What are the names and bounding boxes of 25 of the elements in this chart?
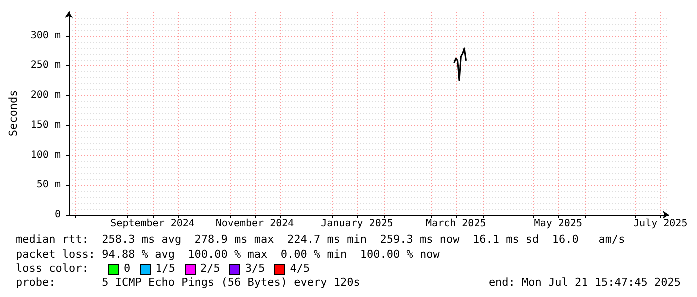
y-tick-label: 50 m [36,180,61,191]
x-tick-label: January 2025 [321,218,394,230]
y-axis-title: Seconds [7,90,20,137]
line-series [454,48,467,82]
y-tick-label: 100 m [30,150,61,161]
x-tick-label: May 2025 [534,218,582,230]
text: end: Mon Jul 21 15:47:45 2025 [488,276,681,289]
x-tick-label: March 2025 [426,218,486,230]
text: 4/5 [290,262,310,275]
text: packet loss: 94.88 % avg 100.00 % max 0.00 % min 100.00 % now [16,248,440,261]
x-tick-label: July 2025 [634,218,688,230]
text: loss color: [16,262,89,275]
x-tick-label: November 2024 [216,218,294,230]
text: 3/5 [245,262,266,275]
x-tick-label: September 2024 [110,218,195,230]
y-tick-label: 300 m [30,30,61,42]
y-tick-label: 250 m [30,60,61,72]
y-tick-label: 150 m [30,120,61,131]
text: 2/5 [200,262,220,275]
y-tick-label: 200 m [30,90,61,102]
text: 1/5 [156,262,176,275]
text: median rtt: 258.3 ms avg 278.9 ms max 224.7 ms min 259.3 ms now 16.1 ms sd 16.0 am/s [16,233,626,246]
text: 0 [124,262,131,275]
text: probe: 5 ICMP Echo Pings (56 Bytes) every 120s [16,276,360,289]
y-tick-label: 0 [54,210,61,220]
